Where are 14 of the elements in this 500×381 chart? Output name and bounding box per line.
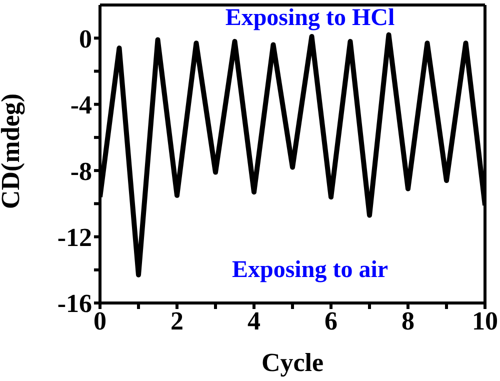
x-tick-label: 8: [402, 306, 414, 336]
x-axis-title: Cycle: [261, 348, 324, 377]
y-axis-title: CD(mdeg): [0, 93, 26, 209]
x-tick-label: 2: [170, 306, 184, 336]
x-tick-label: 6: [324, 306, 338, 336]
x-tick-label: 10: [472, 306, 498, 336]
y-tick-label: -12: [57, 223, 92, 252]
y-tick-label: -16: [57, 289, 92, 318]
x-tick-label: 4: [248, 306, 260, 336]
y-tick-label: 0: [79, 24, 92, 54]
y-tick-label: -8: [70, 156, 92, 186]
annotation: Exposing to air: [230, 257, 390, 284]
y-tick-label: -4: [70, 90, 92, 120]
annotation: Exposing to HCl: [224, 5, 396, 32]
